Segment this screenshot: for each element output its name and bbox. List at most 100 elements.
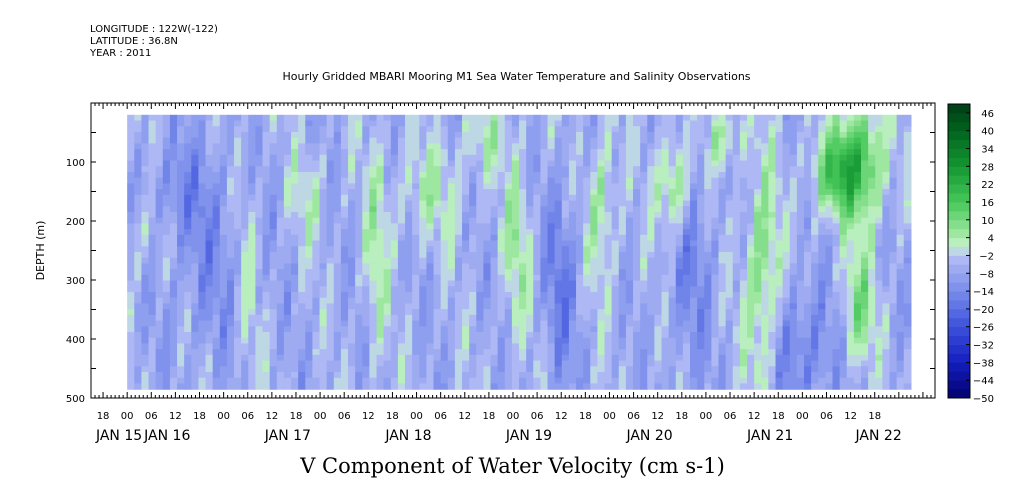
heatmap-cell [205, 274, 214, 282]
heatmap-cell [298, 377, 306, 385]
heatmap-cell [732, 349, 741, 356]
heatmap-cell [340, 383, 349, 390]
heatmap-cell [604, 194, 613, 202]
heatmap-cell [796, 280, 805, 287]
heatmap-cell [454, 297, 463, 305]
heatmap-cell [597, 331, 606, 339]
heatmap-cell [412, 154, 420, 162]
heatmap-cell [305, 223, 314, 230]
heatmap-cell [504, 320, 513, 327]
heatmap-cell [269, 223, 278, 230]
heatmap-cell [205, 183, 214, 190]
heatmap-cell [440, 143, 449, 150]
heatmap-cell [177, 114, 185, 122]
heatmap-cell [405, 297, 413, 305]
heatmap-cell [405, 263, 413, 270]
heatmap-cell [768, 211, 777, 219]
heatmap-cell [191, 349, 200, 356]
heatmap-cell [440, 160, 449, 167]
heatmap-cell [789, 251, 798, 259]
heatmap-cell [561, 126, 570, 133]
heatmap-cell [839, 337, 848, 345]
heatmap-cell [675, 297, 684, 305]
heatmap-cell [832, 354, 841, 362]
heatmap-cell [454, 280, 463, 287]
heatmap-cell [576, 377, 584, 385]
heatmap-cell [576, 314, 584, 322]
heatmap-cell [483, 217, 492, 224]
heatmap-cell [454, 189, 463, 196]
heatmap-cell [490, 126, 499, 133]
heatmap-cell [390, 303, 399, 310]
heatmap-cell [704, 229, 712, 236]
heatmap-cell [333, 337, 342, 345]
heatmap-cell [590, 223, 598, 230]
heatmap-cell [540, 337, 549, 345]
heatmap-cell [283, 234, 292, 242]
heatmap-cell [283, 337, 292, 345]
heatmap-cell [789, 206, 798, 213]
heatmap-cell [348, 326, 356, 333]
heatmap-cell [469, 263, 477, 270]
heatmap-cell [768, 383, 777, 390]
heatmap-cell [141, 326, 150, 333]
heatmap-cell [526, 366, 534, 373]
heatmap-cell [654, 131, 663, 139]
heatmap-cell [576, 326, 584, 333]
heatmap-cell [519, 309, 527, 316]
heatmap-cell [298, 177, 306, 184]
heatmap-cell [476, 303, 484, 310]
heatmap-cell [625, 160, 634, 167]
heatmap-cell [590, 120, 598, 127]
heatmap-cell [747, 160, 755, 167]
heatmap-cell [198, 372, 207, 379]
heatmap-cell [419, 120, 427, 127]
heatmap-cell [789, 303, 798, 310]
heatmap-cell [825, 143, 834, 150]
heatmap-cell [725, 286, 734, 293]
heatmap-cell [647, 263, 655, 270]
heatmap-cell [618, 166, 627, 173]
heatmap-cell [369, 280, 378, 287]
heatmap-cell [504, 343, 513, 350]
heatmap-cell [804, 269, 812, 276]
heatmap-cell [611, 160, 620, 167]
heatmap-cell [184, 309, 192, 316]
heatmap-cell [483, 331, 492, 339]
heatmap-cell [511, 320, 520, 327]
heatmap-cell [469, 257, 477, 265]
heatmap-cell [376, 114, 385, 122]
heatmap-cell [348, 200, 356, 207]
heatmap-cell [654, 326, 663, 333]
heatmap-cell [148, 331, 157, 339]
heatmap-cell [497, 257, 506, 265]
heatmap-cell [654, 331, 663, 339]
heatmap-cell [390, 183, 399, 190]
heatmap-cell [262, 309, 271, 316]
heatmap-cell [668, 114, 677, 122]
heatmap-cell [576, 383, 584, 390]
heatmap-cell [212, 280, 221, 287]
heatmap-cell [576, 154, 584, 162]
heatmap-cell [469, 251, 477, 259]
heatmap-cell [782, 366, 791, 373]
heatmap-cell [754, 200, 762, 207]
heatmap-cell [775, 189, 784, 196]
heatmap-cell [198, 263, 207, 270]
heatmap-cell [704, 269, 712, 276]
heatmap-cell [775, 240, 784, 247]
heatmap-cell [162, 269, 171, 276]
heatmap-cell [255, 149, 264, 156]
heatmap-cell [526, 206, 534, 213]
heatmap-cell [134, 160, 143, 167]
heatmap-cell [483, 309, 492, 316]
heatmap-cell [148, 326, 157, 333]
heatmap-cell [561, 154, 570, 162]
heatmap-cell [825, 360, 834, 367]
heatmap-cell [127, 383, 135, 390]
heatmap-cell [846, 171, 855, 179]
heatmap-cell [184, 349, 192, 356]
heatmap-cell [234, 360, 242, 367]
heatmap-cell [241, 331, 249, 339]
heatmap-cell [789, 126, 798, 133]
